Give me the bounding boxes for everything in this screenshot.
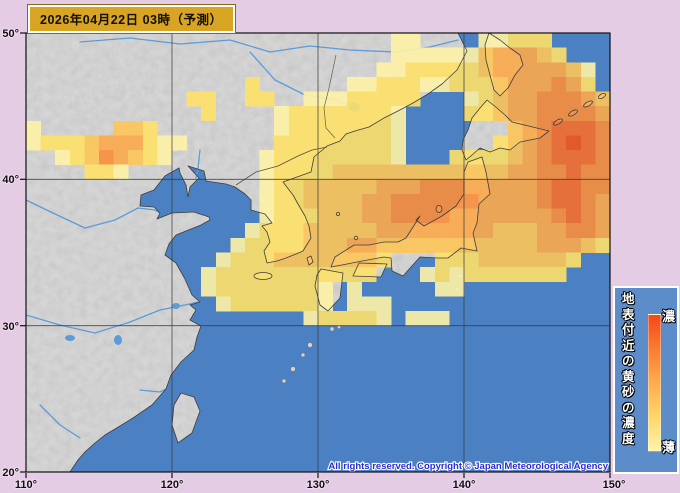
legend-title-char: 近	[622, 338, 635, 353]
axis-labels: 110° 120° 130° 140° 150° 50° 40° 30° 20°	[1, 27, 626, 492]
legend-title-char: の	[622, 354, 635, 368]
lat-label-20: 20°	[2, 467, 19, 479]
legend-title-char: 表	[622, 307, 635, 322]
border-china-nk	[235, 146, 328, 186]
kosa-dust-heatmap	[26, 33, 610, 326]
legend-gradient-bar	[648, 314, 661, 452]
forecast-datetime-badge: 2026年04月22日 03時（予測）	[28, 5, 235, 33]
legend-title-char: 付	[622, 323, 635, 337]
lon-label-150: 150°	[603, 479, 626, 491]
lon-label-140: 140°	[453, 479, 476, 491]
lon-label-120: 120°	[161, 479, 184, 491]
coastline-overlay	[69, 33, 607, 472]
legend-dense-label: 濃	[662, 309, 676, 324]
land-ryukyu-islands	[281, 324, 341, 384]
lon-label-130: 130°	[307, 479, 330, 491]
legend-thin-label: 薄	[662, 440, 676, 455]
legend-title-char: 度	[622, 431, 635, 446]
copyright-text: All rights reserved. Copyright © Japan M…	[328, 461, 608, 472]
legend-title-char: の	[622, 400, 635, 415]
axis-ticks	[20, 32, 611, 478]
map-frame	[25, 32, 611, 473]
lat-label-50: 50°	[2, 28, 19, 40]
legend-title-char: 砂	[622, 385, 635, 399]
legend-title: 地表付近の黄砂の濃度	[622, 292, 635, 446]
legend-title-char: 濃	[622, 416, 635, 430]
lat-label-40: 40°	[2, 174, 19, 186]
border-ussuri	[323, 54, 337, 139]
legend-title-char: 黄	[622, 369, 635, 384]
grid-lines	[26, 33, 610, 472]
legend: 地表付近の黄砂の濃度 濃 薄	[613, 286, 679, 474]
lon-label-110: 110°	[15, 479, 37, 491]
lat-label-30: 30°	[2, 321, 19, 333]
legend-title-char: 地	[622, 292, 635, 306]
